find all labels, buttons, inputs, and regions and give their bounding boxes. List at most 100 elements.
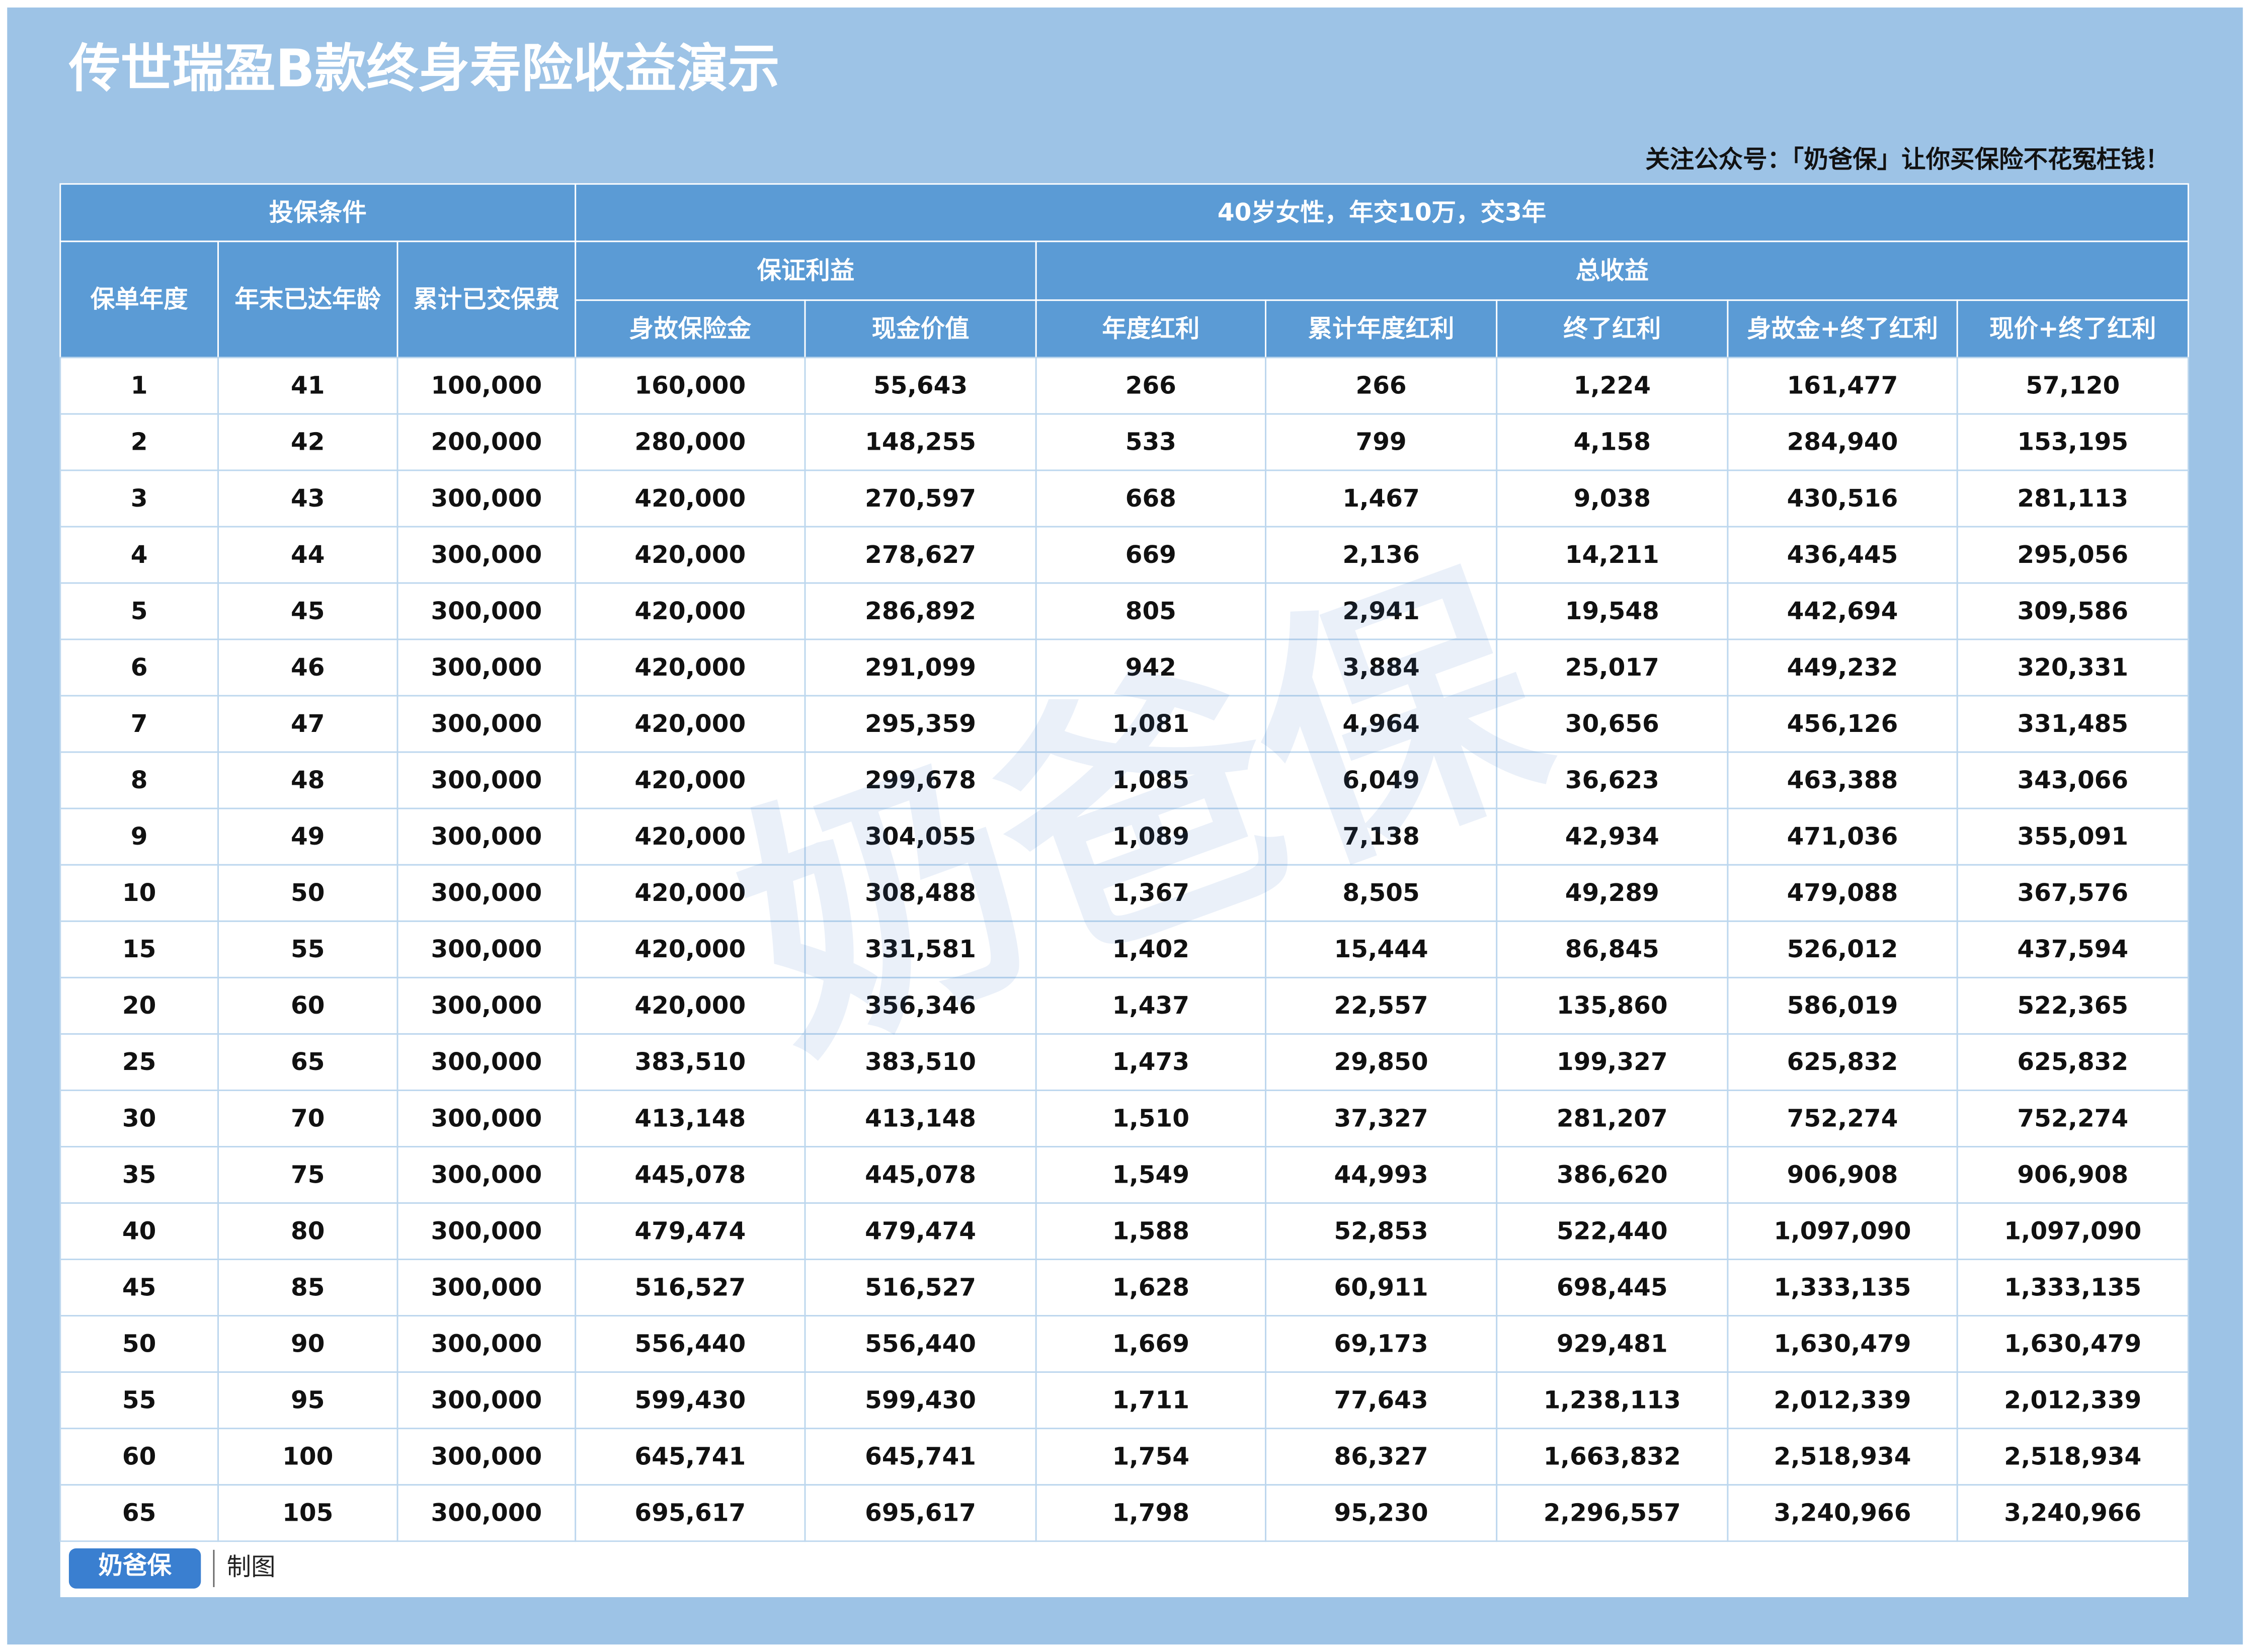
table-cell: 445,078: [865, 1161, 976, 1189]
table-cell: 9,038: [1574, 484, 1651, 513]
table-cell: 479,474: [865, 1217, 976, 1245]
column-header: 累计年度红利: [1308, 315, 1455, 343]
table-cell: 2,518,934: [1774, 1443, 1911, 1471]
column-header: 身故金+终了红利: [1747, 315, 1938, 343]
sub-group-header: 总收益: [1576, 257, 1649, 285]
table-cell: 266: [1355, 372, 1406, 400]
table-cell: 356,346: [865, 992, 976, 1020]
column-header: 终了红利: [1563, 315, 1661, 343]
table-cell: 556,440: [634, 1330, 746, 1358]
table-cell: 436,445: [1787, 541, 1898, 569]
table-cell: 2,012,339: [1774, 1386, 1911, 1414]
table-cell: 25,017: [1565, 653, 1659, 682]
table-cell: 556,440: [865, 1330, 976, 1358]
logo-badge: [68, 1548, 201, 1589]
header-background: [60, 184, 2189, 358]
table-cell: 625,832: [2017, 1048, 2128, 1076]
table-cell: 45: [291, 597, 325, 625]
table-cell: 420,000: [634, 541, 746, 569]
table-cell: 46: [291, 653, 325, 682]
table-cell: 1,711: [1112, 1386, 1189, 1414]
table-cell: 50: [291, 879, 325, 907]
table-cell: 669: [1126, 541, 1176, 569]
table-cell: 281,207: [1557, 1104, 1668, 1132]
table-cell: 906,908: [2017, 1161, 2128, 1189]
table-cell: 5: [131, 597, 148, 625]
table-cell: 55: [122, 1386, 156, 1414]
group-header: 40岁女性，年交10万，交3年: [1218, 199, 1546, 227]
table-cell: 57,120: [2026, 372, 2120, 400]
table-cell: 300,000: [431, 1048, 542, 1076]
table-cell: 161,477: [1787, 372, 1898, 400]
table-cell: 331,581: [865, 935, 976, 963]
sub-group-header: 保证利益: [757, 257, 854, 285]
table-cell: 1,402: [1112, 935, 1189, 963]
table-cell: 479,474: [634, 1217, 746, 1245]
table-cell: 3,240,966: [1774, 1499, 1911, 1527]
table-cell: 50: [122, 1330, 156, 1358]
table-cell: 1,628: [1112, 1273, 1189, 1301]
table-cell: 8: [131, 766, 148, 794]
table-cell: 799: [1355, 428, 1406, 456]
table-cell: 199,327: [1557, 1048, 1668, 1076]
table-cell: 30,656: [1565, 710, 1659, 738]
table-cell: 65: [122, 1499, 156, 1527]
table-cell: 420,000: [634, 484, 746, 513]
table-cell: 70: [291, 1104, 325, 1132]
table-cell: 86,845: [1565, 935, 1659, 963]
table-cell: 300,000: [431, 597, 542, 625]
table-cell: 2,136: [1342, 541, 1419, 569]
table-cell: 266: [1126, 372, 1176, 400]
table-cell: 3: [131, 484, 148, 513]
table-cell: 20: [122, 992, 156, 1020]
table-cell: 278,627: [865, 541, 976, 569]
table-cell: 1,549: [1112, 1161, 1189, 1189]
table-cell: 3,240,966: [2004, 1499, 2141, 1527]
table-cell: 14,211: [1565, 541, 1659, 569]
table-cell: 36,623: [1565, 766, 1659, 794]
table-cell: 343,066: [2017, 766, 2128, 794]
table-cell: 44: [291, 541, 325, 569]
table-cell: 413,148: [634, 1104, 746, 1132]
table-cell: 37,327: [1334, 1104, 1428, 1132]
logo: 奶爸保: [98, 1551, 172, 1580]
table-cell: 1,367: [1112, 879, 1189, 907]
table-cell: 1,754: [1112, 1443, 1189, 1471]
table-cell: 1,437: [1112, 992, 1189, 1020]
column-header: 现金价值: [872, 315, 970, 343]
table-cell: 43: [291, 484, 325, 513]
table-cell: 1,238,113: [1544, 1386, 1681, 1414]
table-cell: 300,000: [431, 992, 542, 1020]
table-cell: 280,000: [634, 428, 746, 456]
table-cell: 4: [131, 541, 148, 569]
table-cell: 4,158: [1574, 428, 1651, 456]
table-cell: 284,940: [1787, 428, 1898, 456]
table-cell: 60: [291, 992, 325, 1020]
table-cell: 522,365: [2017, 992, 2128, 1020]
table-cell: 1,630,479: [2004, 1330, 2141, 1358]
table-cell: 2,296,557: [1544, 1499, 1681, 1527]
column-header: 保单年度: [91, 285, 188, 313]
table-cell: 1,510: [1112, 1104, 1189, 1132]
table-cell: 55,643: [873, 372, 968, 400]
table-cell: 80: [291, 1217, 325, 1245]
table-cell: 698,445: [1557, 1273, 1668, 1301]
table-cell: 300,000: [431, 1217, 542, 1245]
table-cell: 533: [1126, 428, 1176, 456]
table-cell: 309,586: [2017, 597, 2128, 625]
table-cell: 2,012,339: [2004, 1386, 2141, 1414]
table-cell: 383,510: [865, 1048, 976, 1076]
table-cell: 522,440: [1557, 1217, 1668, 1245]
table-cell: 1,097,090: [1774, 1217, 1911, 1245]
table-cell: 45: [122, 1273, 156, 1301]
table-cell: 420,000: [634, 992, 746, 1020]
table-cell: 29,850: [1334, 1048, 1428, 1076]
table-cell: 2: [131, 428, 148, 456]
table-cell-cell: [1956, 1484, 2189, 1542]
table-cell: 300,000: [431, 879, 542, 907]
table-cell: 331,485: [2017, 710, 2128, 738]
table-cell: 60: [122, 1443, 156, 1471]
